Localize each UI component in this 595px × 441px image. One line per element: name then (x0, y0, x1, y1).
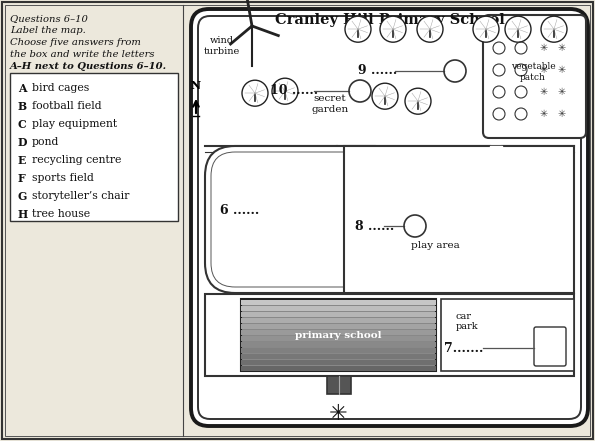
Bar (327, 376, 350, 394)
Text: C: C (18, 119, 27, 130)
Text: Questions 6–10: Questions 6–10 (10, 14, 88, 23)
Bar (241, 342, 436, 347)
Text: H: H (18, 209, 28, 220)
Text: 10 ......: 10 ...... (270, 85, 318, 97)
Bar (241, 312, 436, 317)
Circle shape (541, 16, 567, 42)
Bar (241, 330, 436, 335)
Text: car
park: car park (456, 312, 478, 331)
Text: Cranley Hill Primary School: Cranley Hill Primary School (275, 13, 505, 27)
FancyBboxPatch shape (205, 146, 405, 293)
Text: secret
garden: secret garden (311, 94, 349, 114)
Circle shape (372, 83, 398, 109)
Text: A–H next to Questions 6–10.: A–H next to Questions 6–10. (10, 62, 167, 71)
Text: vegetable
patch: vegetable patch (511, 62, 555, 82)
Text: play equipment: play equipment (32, 119, 117, 129)
Bar (241, 348, 436, 353)
FancyBboxPatch shape (534, 327, 566, 366)
Circle shape (345, 16, 371, 42)
Text: 9 ......: 9 ...... (358, 64, 397, 78)
Text: N: N (191, 80, 201, 91)
Text: ✳: ✳ (540, 109, 548, 119)
Bar (241, 299, 436, 371)
Text: ✳: ✳ (540, 65, 548, 75)
Circle shape (242, 80, 268, 106)
Text: tree house: tree house (32, 209, 90, 219)
FancyBboxPatch shape (191, 9, 588, 426)
Bar (241, 360, 436, 365)
Text: 7.......: 7....... (444, 341, 483, 355)
Circle shape (380, 16, 406, 42)
Bar (241, 300, 436, 305)
Text: bird cages: bird cages (32, 83, 89, 93)
Text: B: B (18, 101, 27, 112)
Text: Label the map.: Label the map. (10, 26, 86, 35)
Text: ✳: ✳ (329, 404, 348, 424)
Text: recycling centre: recycling centre (32, 155, 121, 165)
Text: pond: pond (32, 137, 60, 147)
Text: ✳: ✳ (540, 87, 548, 97)
Text: primary school: primary school (295, 330, 382, 340)
Circle shape (473, 16, 499, 42)
Bar (241, 306, 436, 311)
Text: F: F (18, 172, 26, 183)
Bar (441, 299, 574, 371)
Text: ✳: ✳ (558, 65, 566, 75)
Text: D: D (18, 137, 27, 147)
Circle shape (417, 16, 443, 42)
Bar (344, 146, 574, 293)
Text: G: G (18, 191, 27, 202)
Text: storyteller’s chair: storyteller’s chair (32, 191, 129, 201)
FancyBboxPatch shape (198, 16, 581, 419)
Text: E: E (18, 154, 26, 165)
Text: A: A (18, 82, 27, 93)
Bar (205, 294, 574, 376)
Circle shape (405, 88, 431, 114)
Text: 6 ......: 6 ...... (220, 205, 259, 217)
Circle shape (272, 78, 298, 104)
FancyBboxPatch shape (483, 15, 586, 138)
Text: sports field: sports field (32, 173, 94, 183)
Text: ✳: ✳ (558, 43, 566, 53)
Bar (10, 73, 178, 221)
Text: ✳: ✳ (558, 109, 566, 119)
Text: the box and write the letters: the box and write the letters (10, 50, 155, 59)
Text: ✳: ✳ (540, 43, 548, 53)
Circle shape (505, 16, 531, 42)
Bar (241, 318, 436, 323)
Text: ✳: ✳ (558, 87, 566, 97)
Text: play area: play area (411, 242, 459, 250)
Bar (241, 366, 436, 371)
Text: 8 ......: 8 ...... (355, 220, 394, 232)
Text: wind
turbine: wind turbine (204, 36, 240, 56)
Bar (241, 354, 436, 359)
Bar (241, 336, 436, 341)
Text: football field: football field (32, 101, 102, 111)
Text: Choose five answers from: Choose five answers from (10, 38, 141, 47)
Bar (241, 324, 436, 329)
